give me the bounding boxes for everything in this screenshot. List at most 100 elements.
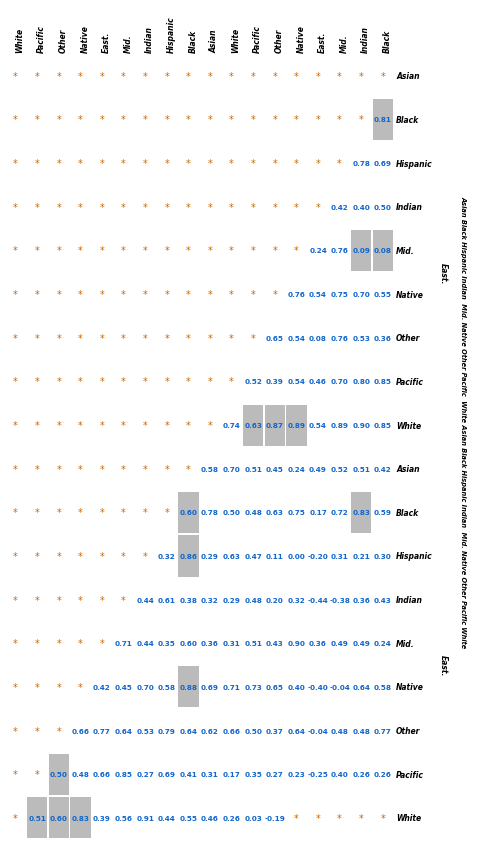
Text: 0.76: 0.76 xyxy=(331,248,348,254)
Text: 0.42: 0.42 xyxy=(374,466,392,472)
Text: 0.08: 0.08 xyxy=(309,335,327,341)
Text: *: * xyxy=(316,116,320,125)
Text: *: * xyxy=(337,159,342,169)
Text: *: * xyxy=(186,377,191,387)
Text: 0.60: 0.60 xyxy=(50,815,68,821)
Text: *: * xyxy=(186,464,191,474)
Text: *: * xyxy=(100,289,104,300)
Text: -0.04: -0.04 xyxy=(329,684,350,690)
Text: *: * xyxy=(35,726,39,736)
Text: 0.59: 0.59 xyxy=(374,510,392,516)
Text: *: * xyxy=(229,159,234,169)
Text: 0.69: 0.69 xyxy=(201,684,219,690)
Text: *: * xyxy=(57,72,61,82)
Text: White: White xyxy=(396,814,421,822)
Text: 0.26: 0.26 xyxy=(352,771,370,777)
Text: *: * xyxy=(35,639,39,648)
Text: Black: Black xyxy=(383,30,392,53)
Text: *: * xyxy=(35,770,39,779)
Text: 0.77: 0.77 xyxy=(374,728,392,733)
Text: 0.91: 0.91 xyxy=(136,815,154,821)
Text: *: * xyxy=(13,72,18,82)
Text: 0.61: 0.61 xyxy=(158,597,176,603)
Text: *: * xyxy=(78,289,83,300)
Text: 0.51: 0.51 xyxy=(244,466,262,472)
Text: *: * xyxy=(251,116,255,125)
Bar xyxy=(372,100,393,141)
Text: *: * xyxy=(13,770,18,779)
Text: Mid.: Mid. xyxy=(340,35,348,53)
Text: Black: Black xyxy=(396,116,419,125)
Text: *: * xyxy=(13,639,18,648)
Text: Indian: Indian xyxy=(396,203,423,212)
Text: *: * xyxy=(165,420,169,430)
Text: *: * xyxy=(165,116,169,125)
Text: 0.70: 0.70 xyxy=(331,379,348,385)
Text: *: * xyxy=(143,377,147,387)
Text: 0.71: 0.71 xyxy=(115,641,132,647)
Text: *: * xyxy=(57,420,61,430)
Text: Other: Other xyxy=(396,334,420,343)
Text: 0.49: 0.49 xyxy=(331,641,348,647)
Text: 0.66: 0.66 xyxy=(223,728,240,733)
Text: *: * xyxy=(35,551,39,561)
Text: *: * xyxy=(35,333,39,344)
Text: *: * xyxy=(100,508,104,517)
Text: *: * xyxy=(13,464,18,474)
Text: *: * xyxy=(186,246,191,256)
Text: *: * xyxy=(57,682,61,692)
Text: 0.76: 0.76 xyxy=(331,335,348,341)
Text: *: * xyxy=(381,72,385,82)
Text: *: * xyxy=(208,333,212,344)
Text: 0.36: 0.36 xyxy=(201,641,219,647)
Text: Asian: Asian xyxy=(396,465,420,473)
Text: 0.50: 0.50 xyxy=(50,771,68,777)
Text: 0.27: 0.27 xyxy=(266,771,284,777)
Text: Other: Other xyxy=(59,29,68,53)
Text: *: * xyxy=(78,159,83,169)
Text: Asian: Asian xyxy=(210,30,219,53)
Text: -0.40: -0.40 xyxy=(308,684,328,690)
Text: 0.87: 0.87 xyxy=(266,423,284,429)
Text: 0.51: 0.51 xyxy=(28,815,46,821)
Text: 0.41: 0.41 xyxy=(180,771,197,777)
Bar xyxy=(351,492,372,533)
Text: Other: Other xyxy=(275,29,284,53)
Text: *: * xyxy=(165,246,169,256)
Text: *: * xyxy=(337,813,342,823)
Text: *: * xyxy=(78,246,83,256)
Text: *: * xyxy=(229,246,234,256)
Text: *: * xyxy=(186,333,191,344)
Text: 0.08: 0.08 xyxy=(374,248,392,254)
Text: *: * xyxy=(273,116,277,125)
Text: 0.11: 0.11 xyxy=(266,554,284,560)
Text: *: * xyxy=(186,159,191,169)
Text: *: * xyxy=(13,116,18,125)
Text: *: * xyxy=(13,595,18,605)
Text: *: * xyxy=(13,203,18,213)
Text: 0.44: 0.44 xyxy=(136,597,154,603)
Text: 0.58: 0.58 xyxy=(374,684,392,690)
Text: 0.77: 0.77 xyxy=(93,728,111,733)
Text: *: * xyxy=(78,682,83,692)
Text: 0.60: 0.60 xyxy=(180,641,197,647)
Text: *: * xyxy=(316,159,320,169)
Text: *: * xyxy=(165,289,169,300)
Text: 0.31: 0.31 xyxy=(223,641,240,647)
Text: *: * xyxy=(208,203,212,213)
Text: *: * xyxy=(229,116,234,125)
Text: *: * xyxy=(251,72,255,82)
Text: *: * xyxy=(143,116,147,125)
Text: Native: Native xyxy=(396,290,424,299)
Text: 0.63: 0.63 xyxy=(244,423,262,429)
Text: 0.78: 0.78 xyxy=(201,510,219,516)
Text: *: * xyxy=(35,420,39,430)
Text: 0.17: 0.17 xyxy=(309,510,327,516)
Text: 0.42: 0.42 xyxy=(93,684,111,690)
Text: 0.29: 0.29 xyxy=(223,597,240,603)
Text: 0.89: 0.89 xyxy=(288,423,305,429)
Text: *: * xyxy=(121,159,126,169)
Text: 0.78: 0.78 xyxy=(352,161,370,167)
Text: 0.17: 0.17 xyxy=(223,771,240,777)
Text: *: * xyxy=(13,377,18,387)
